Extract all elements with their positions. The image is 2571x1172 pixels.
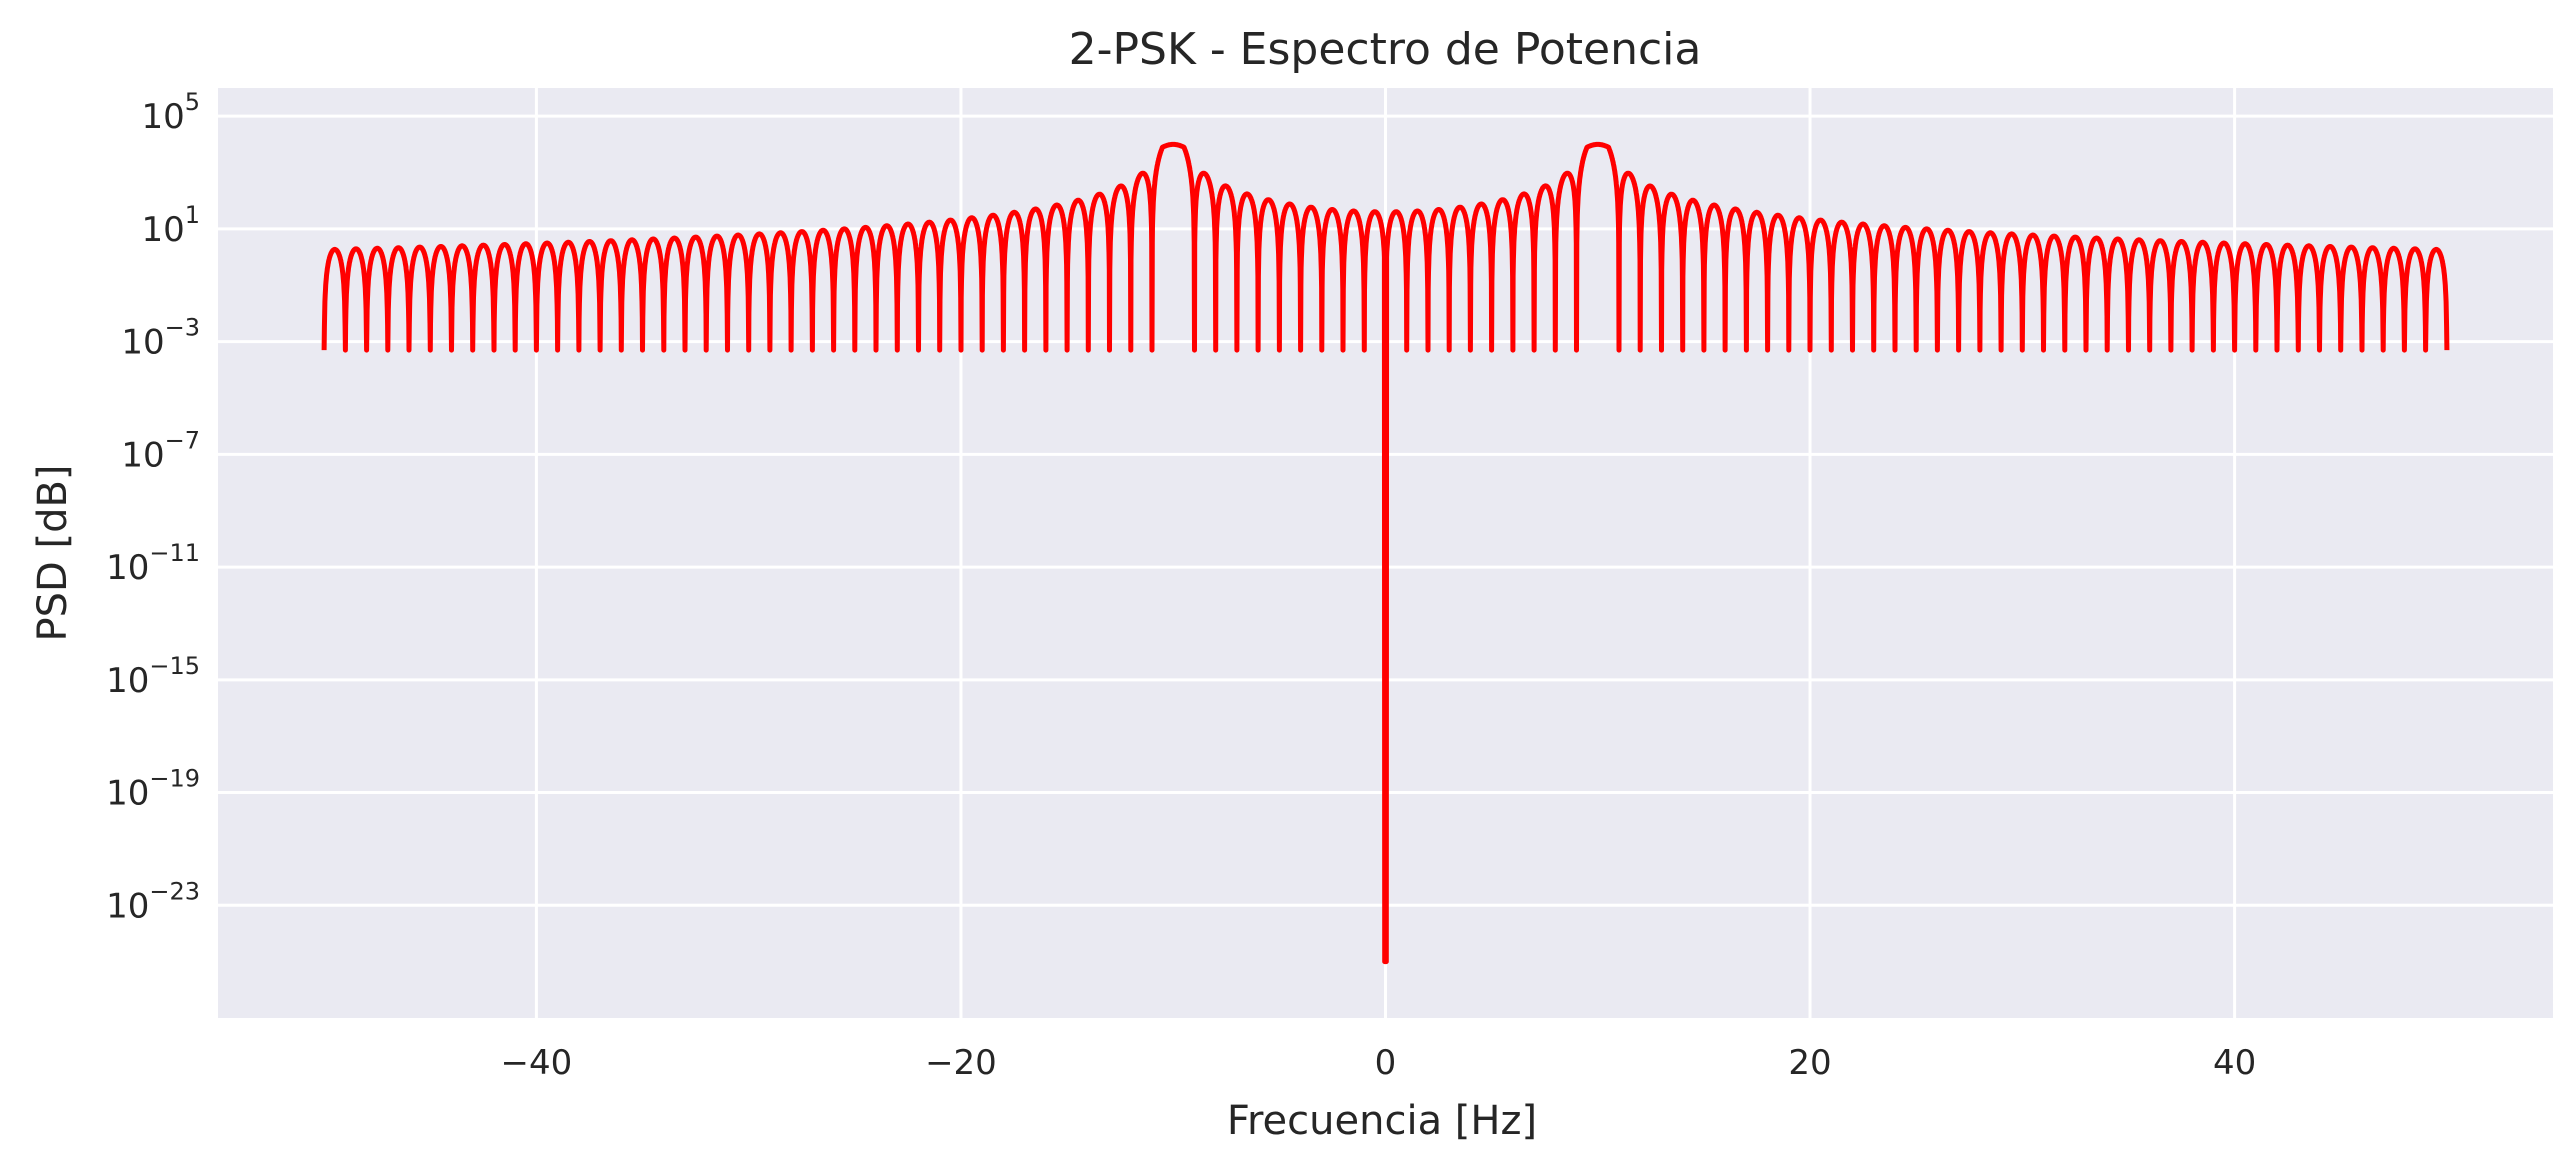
y-axis-ticks: 105 101 10−3 10−7 10−11 10−15 10−19 10−23: [106, 88, 200, 926]
x-tick-label: −40: [501, 1043, 573, 1083]
y-tick-label: 105: [141, 88, 200, 137]
series-line-psd: [321, 141, 2450, 965]
y-tick-label: 10−7: [121, 426, 200, 475]
y-tick-label: 10−15: [106, 652, 200, 701]
x-axis-label: Frecuencia [Hz]: [1227, 1098, 1537, 1144]
y-tick-label: 10−3: [121, 314, 200, 363]
x-tick-label: 20: [1788, 1043, 1831, 1083]
x-axis-ticks: −40 −20 0 20 40: [501, 1043, 2257, 1083]
y-tick-label: 101: [141, 201, 200, 250]
x-tick-label: −20: [925, 1043, 997, 1083]
chart-title: 2-PSK - Espectro de Potencia: [1069, 24, 1702, 75]
x-tick-label: 0: [1375, 1043, 1397, 1083]
x-tick-label: 40: [2213, 1043, 2256, 1083]
y-tick-label: 10−11: [106, 539, 200, 588]
y-axis-label: PSD [dB]: [30, 464, 76, 641]
y-tick-label: 10−23: [106, 877, 200, 926]
y-tick-label: 10−19: [106, 765, 200, 814]
